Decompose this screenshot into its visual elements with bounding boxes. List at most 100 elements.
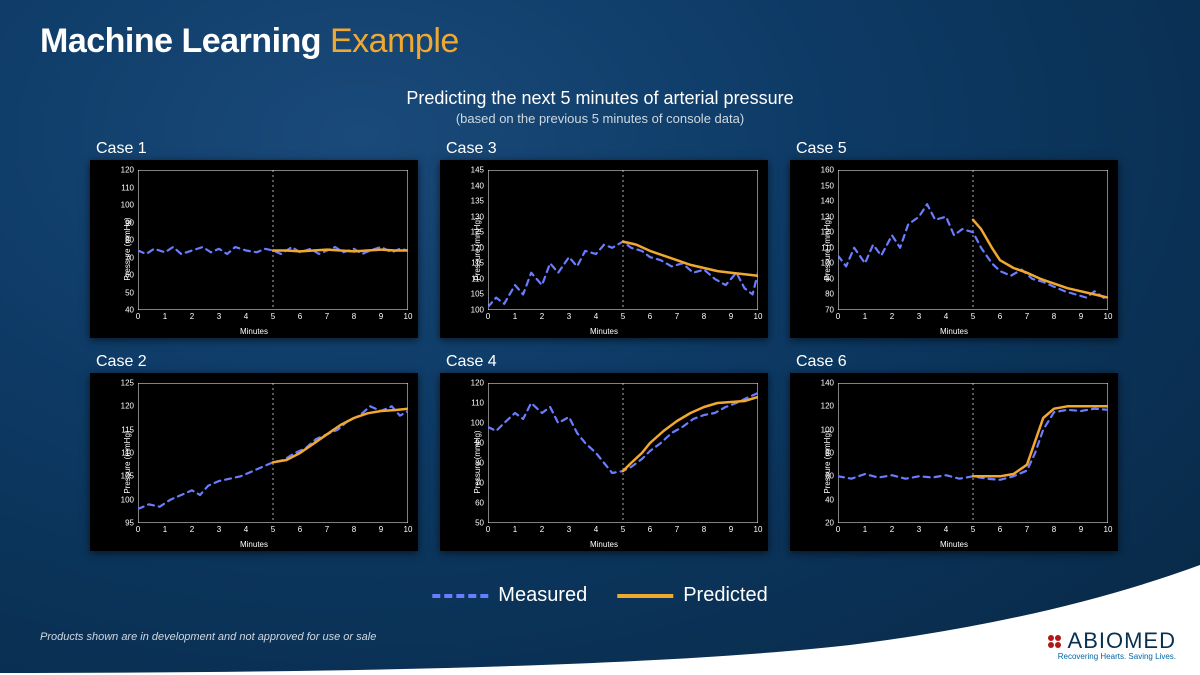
ytick: 120 [108,166,138,175]
brand-name: ABIOMED [1046,628,1176,654]
xtick: 10 [1104,310,1113,321]
xtick: 4 [244,523,248,534]
panel-label-case3: Case 3 [440,140,770,158]
panel-label-case1: Case 1 [90,140,420,158]
ytick: 120 [808,228,838,237]
chart-case6: Pressure (mmHg)Minutes204060801001201400… [790,373,1118,551]
ytick: 110 [108,183,138,192]
xtick: 8 [352,523,356,534]
panel-case3: Case 3Pressure (mmHg)Minutes100105110115… [440,140,770,345]
xtick: 2 [890,523,894,534]
ytick: 105 [458,290,488,299]
xtick: 9 [379,523,383,534]
measured-swatch [432,594,488,598]
subtitle-line2: (based on the previous 5 minutes of cons… [0,111,1200,126]
xtick: 7 [1025,523,1029,534]
chart-case2: Pressure (mmHg)Minutes951001051101151201… [90,373,418,551]
xtick: 7 [1025,310,1029,321]
chart-svg [838,383,1108,523]
ytick: 110 [458,274,488,283]
panel-label-case5: Case 5 [790,140,1120,158]
xtick: 3 [917,310,921,321]
ytick: 100 [808,259,838,268]
legend-measured: Measured [432,584,587,607]
xtick: 4 [944,523,948,534]
ytick: 40 [108,306,138,315]
ytick: 70 [108,253,138,262]
panel-label-case6: Case 6 [790,353,1120,371]
disclaimer: Products shown are in development and no… [40,631,376,643]
plot-area: 405060708090100110120012345678910 [138,170,408,310]
xtick: 6 [998,310,1002,321]
xtick: 6 [998,523,1002,534]
xtick: 3 [217,310,221,321]
ytick: 140 [458,181,488,190]
plot-area: 1001051101151201251301351401450123456789… [488,170,758,310]
title-part2: Example [330,22,459,60]
ytick: 130 [458,212,488,221]
ytick: 60 [458,499,488,508]
xtick: 6 [648,310,652,321]
plot-area: 708090100110120130140150160012345678910 [838,170,1108,310]
chart-grid: Case 1Pressure (mmHg)Minutes405060708090… [90,140,1120,558]
slide-title: Machine Learning Example [40,22,459,61]
xtick: 5 [621,310,625,321]
xlabel: Minutes [240,327,268,336]
panel-label-case4: Case 4 [440,353,770,371]
xtick: 1 [863,523,867,534]
ytick: 115 [458,259,488,268]
xtick: 6 [648,523,652,534]
ytick: 120 [808,402,838,411]
xtick: 9 [1079,310,1083,321]
xtick: 1 [513,523,517,534]
chart-case1: Pressure (mmHg)Minutes405060708090100110… [90,160,418,338]
ytick: 110 [808,243,838,252]
xtick: 0 [836,310,840,321]
ytick: 105 [108,472,138,481]
xtick: 3 [567,523,571,534]
xtick: 6 [298,523,302,534]
ytick: 110 [458,399,488,408]
xtick: 9 [1079,523,1083,534]
chart-case4: Pressure (mmHg)Minutes506070809010011012… [440,373,768,551]
panel-case6: Case 6Pressure (mmHg)Minutes204060801001… [790,353,1120,558]
ytick: 100 [458,306,488,315]
legend-measured-label: Measured [498,584,587,607]
panel-case1: Case 1Pressure (mmHg)Minutes405060708090… [90,140,420,345]
legend-predicted-label: Predicted [683,584,768,607]
xtick: 5 [271,523,275,534]
ytick: 130 [808,212,838,221]
brand-icon [1046,633,1064,651]
xlabel: Minutes [590,327,618,336]
xtick: 10 [1104,523,1113,534]
xtick: 0 [486,310,490,321]
chart-case3: Pressure (mmHg)Minutes100105110115120125… [440,160,768,338]
ytick: 80 [108,236,138,245]
legend: Measured Predicted [432,584,767,607]
footer-curve [0,555,1200,675]
ytick: 140 [808,379,838,388]
xtick: 1 [163,310,167,321]
ytick: 120 [458,243,488,252]
ytick: 80 [808,449,838,458]
xtick: 2 [540,523,544,534]
xtick: 0 [486,523,490,534]
xlabel: Minutes [940,540,968,549]
xtick: 7 [325,310,329,321]
brand-tagline: Recovering Hearts. Saving Lives. [1046,652,1176,661]
xlabel: Minutes [940,327,968,336]
xtick: 8 [702,310,706,321]
xtick: 8 [352,310,356,321]
ytick: 80 [458,459,488,468]
chart-svg [138,170,408,310]
ytick: 90 [108,218,138,227]
ytick: 110 [108,449,138,458]
xtick: 3 [217,523,221,534]
plot-area: 95100105110115120125012345678910 [138,383,408,523]
title-part1: Machine Learning [40,22,330,60]
ytick: 140 [808,197,838,206]
chart-svg [838,170,1108,310]
panel-case5: Case 5Pressure (mmHg)Minutes708090100110… [790,140,1120,345]
xtick: 0 [136,310,140,321]
xtick: 7 [325,523,329,534]
